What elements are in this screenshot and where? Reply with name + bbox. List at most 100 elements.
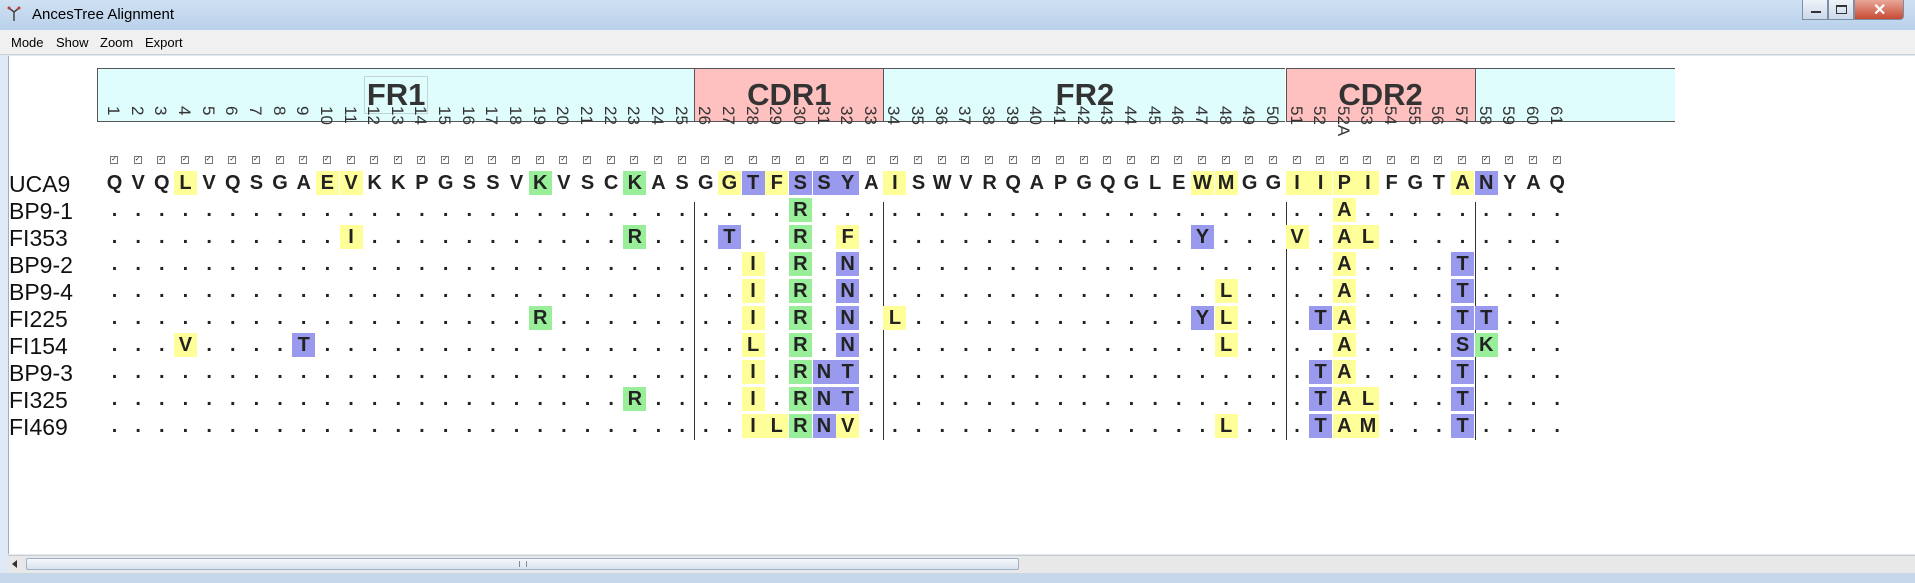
column-checkbox[interactable]: ✓: [677, 156, 686, 164]
sequence-name[interactable]: BP9-1: [9, 198, 73, 224]
column-checkbox[interactable]: ✓: [819, 156, 828, 164]
sequence-name[interactable]: FI353: [9, 225, 68, 251]
minimize-button[interactable]: [1802, 0, 1828, 20]
column-checkbox[interactable]: ✓: [606, 156, 615, 164]
column-checkbox[interactable]: ✓: [1032, 156, 1041, 164]
residue-dot: .: [253, 388, 260, 410]
column-checkbox[interactable]: ✓: [1387, 156, 1396, 164]
column-checkbox[interactable]: ✓: [1245, 156, 1254, 164]
column-checkbox[interactable]: ✓: [417, 156, 426, 164]
maximize-button[interactable]: [1828, 0, 1854, 20]
column-checkbox[interactable]: ✓: [1529, 156, 1537, 164]
column-checkbox[interactable]: ✓: [512, 156, 521, 164]
residue-dot: V: [131, 172, 145, 194]
column-checkbox[interactable]: ✓: [133, 156, 142, 164]
column-checkbox[interactable]: ✓: [985, 156, 994, 164]
column-checkbox[interactable]: ✓: [914, 156, 923, 164]
column-checkbox[interactable]: ✓: [1505, 156, 1514, 164]
column-checkbox[interactable]: ✓: [559, 156, 568, 164]
column-checkbox[interactable]: ✓: [275, 156, 284, 164]
column-checkbox[interactable]: ✓: [346, 156, 355, 164]
residue-dot: .: [371, 307, 378, 329]
column-checkbox[interactable]: ✓: [1056, 156, 1064, 164]
column-checkbox[interactable]: ✓: [110, 156, 118, 164]
column-checkbox[interactable]: ✓: [180, 156, 189, 164]
column-checkbox[interactable]: ✓: [1316, 156, 1325, 164]
column-checkbox[interactable]: ✓: [1363, 156, 1372, 164]
column-checkbox[interactable]: ✓: [795, 156, 804, 164]
residue-dot: .: [1010, 226, 1016, 248]
column-checkbox[interactable]: ✓: [653, 156, 662, 164]
column-checkbox[interactable]: ✓: [1103, 156, 1112, 164]
residue-dot: .: [1436, 199, 1442, 221]
scrollbar-thumb[interactable]: [26, 558, 1019, 570]
residue-dot: .: [111, 199, 118, 221]
column-checkbox[interactable]: ✓: [535, 156, 544, 164]
menu-zoom[interactable]: Zoom: [100, 35, 134, 50]
column-checkbox[interactable]: ✓: [1434, 156, 1443, 164]
sequence-name[interactable]: BP9-3: [9, 360, 73, 386]
residue-dot: .: [111, 253, 118, 275]
column-checkbox[interactable]: ✓: [1221, 156, 1230, 164]
column-checkbox[interactable]: ✓: [1268, 156, 1277, 164]
column-checkbox[interactable]: ✓: [251, 156, 260, 164]
position-number: 10: [316, 106, 336, 125]
column-checkbox[interactable]: ✓: [1292, 156, 1301, 164]
horizontal-scrollbar[interactable]: [8, 555, 1915, 573]
column-checkbox[interactable]: ✓: [748, 156, 757, 164]
sequence-name[interactable]: FI225: [9, 306, 68, 332]
column-checkbox[interactable]: ✓: [441, 156, 450, 164]
column-checkbox[interactable]: ✓: [866, 156, 875, 164]
sequence-name[interactable]: FI154: [9, 333, 68, 359]
column-checkbox[interactable]: ✓: [961, 156, 970, 164]
residue-cell: L: [765, 414, 789, 438]
column-checkbox[interactable]: ✓: [1410, 156, 1419, 164]
residue-dot: .: [1246, 253, 1253, 275]
sequence-name[interactable]: UCA9: [9, 171, 71, 197]
column-checkbox[interactable]: ✓: [488, 156, 497, 164]
column-checkbox[interactable]: ✓: [157, 156, 166, 164]
sequence-name[interactable]: BP9-2: [9, 252, 73, 278]
column-checkbox[interactable]: ✓: [1008, 156, 1017, 164]
column-checkbox[interactable]: ✓: [843, 156, 852, 164]
sequence-name[interactable]: FI325: [9, 387, 68, 413]
column-checkbox[interactable]: ✓: [772, 156, 781, 164]
column-checkbox[interactable]: ✓: [630, 156, 639, 164]
column-checkbox[interactable]: ✓: [890, 156, 899, 164]
residue-dot: .: [608, 253, 614, 275]
column-checkbox[interactable]: ✓: [701, 156, 710, 164]
column-checkbox[interactable]: ✓: [1552, 156, 1561, 164]
column-checkbox[interactable]: ✓: [937, 156, 946, 164]
column-checkbox[interactable]: ✓: [724, 156, 733, 164]
column-checkbox[interactable]: ✓: [228, 156, 237, 164]
column-checkbox[interactable]: ✓: [1458, 156, 1467, 164]
residue-dot: E: [1172, 172, 1186, 194]
column-checkbox[interactable]: ✓: [1197, 156, 1206, 164]
column-checkbox[interactable]: ✓: [299, 156, 308, 164]
menu-export[interactable]: Export: [145, 35, 183, 50]
column-checkbox[interactable]: ✓: [322, 156, 331, 164]
column-checkbox[interactable]: ✓: [370, 156, 379, 164]
close-button[interactable]: ✕: [1854, 0, 1904, 20]
residue-dot: .: [1057, 199, 1064, 221]
menu-show[interactable]: Show: [56, 35, 89, 50]
residue-dot: .: [868, 334, 875, 356]
position-number: 8: [269, 106, 289, 116]
menu-mode[interactable]: Mode: [11, 35, 44, 50]
column-checkbox[interactable]: ✓: [1481, 156, 1490, 164]
column-checkbox[interactable]: ✓: [583, 156, 591, 164]
column-checkbox[interactable]: ✓: [1126, 156, 1135, 164]
residue-dot: .: [348, 307, 354, 329]
column-checkbox[interactable]: ✓: [1079, 156, 1088, 164]
column-checkbox[interactable]: ✓: [1339, 156, 1348, 164]
sequence-name[interactable]: FI469: [9, 414, 68, 440]
column-checkbox[interactable]: ✓: [204, 156, 213, 164]
scroll-left-arrow-icon[interactable]: [10, 559, 20, 569]
column-checkbox[interactable]: ✓: [393, 156, 402, 164]
alignment-panel[interactable]: FR1 CDR1 FR2 CDR2 1 2 3 4 5 6 7 8 9 10 11 12 13 14 15 16 17…: [8, 56, 1915, 554]
residue-dot: .: [939, 307, 946, 329]
column-checkbox[interactable]: ✓: [1174, 156, 1183, 164]
column-checkbox[interactable]: ✓: [464, 156, 473, 164]
sequence-name[interactable]: BP9-4: [9, 279, 73, 305]
column-checkbox[interactable]: ✓: [1150, 156, 1159, 164]
